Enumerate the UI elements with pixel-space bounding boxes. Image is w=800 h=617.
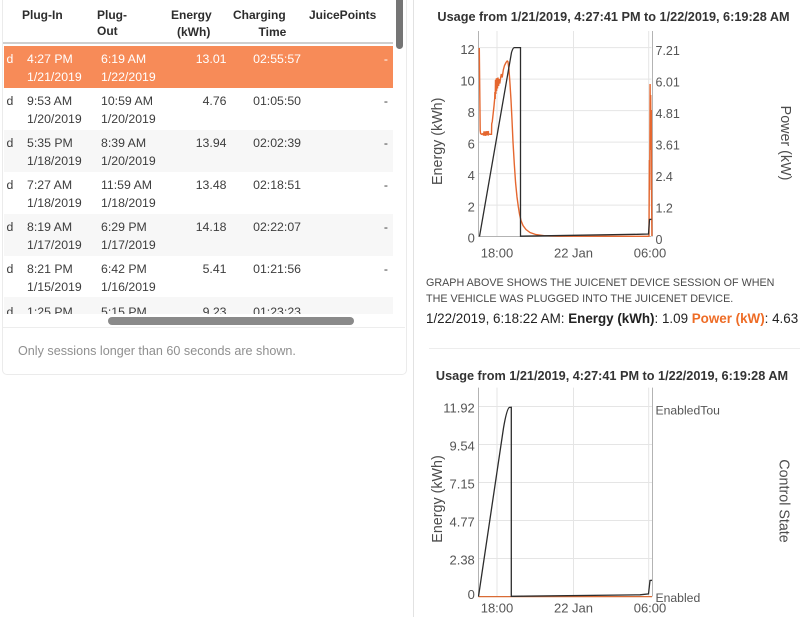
svg-text:18:00: 18:00 [481, 601, 514, 616]
svg-text:6.01: 6.01 [656, 76, 680, 90]
svg-text:0: 0 [656, 233, 663, 247]
svg-text:9.54: 9.54 [449, 439, 474, 454]
svg-text:2.38: 2.38 [449, 553, 474, 568]
svg-text:22 Jan: 22 Jan [554, 246, 593, 261]
svg-text:06:00: 06:00 [634, 601, 667, 616]
svg-text:0: 0 [468, 231, 475, 246]
svg-text:4.81: 4.81 [656, 107, 680, 121]
svg-text:8: 8 [468, 105, 475, 120]
svg-text:3.61: 3.61 [656, 139, 680, 153]
svg-text:EnabledTou: EnabledTou [656, 404, 720, 418]
svg-text:7.21: 7.21 [656, 44, 680, 58]
svg-text:Energy (kWh): Energy (kWh) [430, 455, 446, 542]
svg-text:10: 10 [460, 73, 474, 88]
svg-text:4.77: 4.77 [449, 515, 474, 530]
svg-text:Usage from 1/21/2019, 4:27:41: Usage from 1/21/2019, 4:27:41 PM to 1/22… [436, 369, 788, 383]
svg-text:4: 4 [468, 168, 475, 183]
svg-text:Enabled: Enabled [656, 591, 701, 605]
svg-text:12: 12 [460, 42, 474, 57]
svg-text:06:00: 06:00 [634, 246, 667, 261]
svg-text:7.15: 7.15 [449, 477, 474, 492]
svg-text:11.92: 11.92 [443, 401, 475, 416]
svg-text:Power (kW): Power (kW) [777, 106, 793, 181]
svg-text:Control State: Control State [776, 459, 792, 542]
svg-text:18:00: 18:00 [481, 246, 514, 261]
svg-text:6: 6 [468, 136, 475, 151]
svg-text:1.2: 1.2 [656, 202, 673, 216]
svg-text:2.4: 2.4 [656, 170, 673, 184]
svg-text:0: 0 [468, 587, 475, 602]
svg-text:Usage from 1/21/2019, 4:27:41: Usage from 1/21/2019, 4:27:41 PM to 1/22… [437, 10, 789, 24]
svg-text:2: 2 [468, 199, 475, 214]
svg-text:22 Jan: 22 Jan [554, 601, 593, 616]
svg-text:Energy (kWh): Energy (kWh) [430, 98, 446, 185]
